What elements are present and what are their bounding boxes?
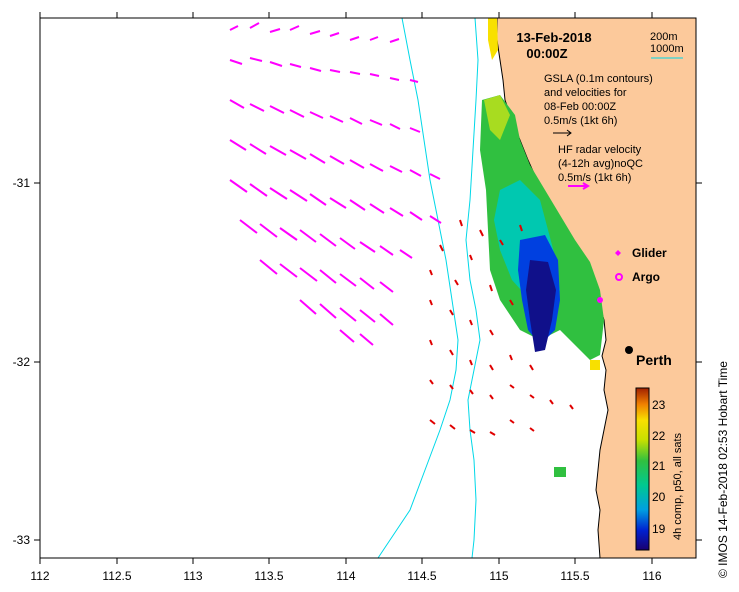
- colorbar-label: 4h comp, p50, all sats: [672, 432, 684, 540]
- x-tick-label: 115.5: [560, 569, 589, 583]
- legend-1000m: 1000m: [650, 43, 684, 55]
- legend-hf-arrow: [568, 182, 590, 190]
- x-tick-label: 112: [30, 569, 49, 583]
- sst-patch: [480, 18, 604, 477]
- x-axis: [39, 12, 653, 564]
- y-tick-label: -33: [13, 533, 31, 547]
- map-title-date: 13-Feb-2018: [516, 30, 591, 45]
- argo-icon: [615, 273, 623, 281]
- x-tick-label: 113: [183, 569, 202, 583]
- colorbar-ticks: 23 22 21 20 19: [652, 398, 666, 536]
- colorbar: [635, 387, 650, 551]
- legend-hf-1: HF radar velocity: [558, 144, 642, 156]
- legend-gsla-arrow: [553, 129, 572, 137]
- y-tick-labels: -31 -32 -33: [13, 176, 31, 547]
- legend-argo: Argo: [632, 270, 660, 284]
- x-tick-label: 112.5: [102, 569, 131, 583]
- colorbar-tick: 21: [652, 459, 666, 473]
- legend-gsla-3: 08-Feb 00:00Z: [544, 101, 616, 113]
- legend-glider: Glider: [632, 246, 667, 260]
- argo-marker: [597, 297, 603, 303]
- colorbar-tick: 22: [652, 429, 666, 443]
- legend-gsla-4: 0.5m/s (1kt 6h): [544, 115, 617, 127]
- x-tick-label: 116: [642, 569, 661, 583]
- x-tick-label: 115: [489, 569, 508, 583]
- legend-hf-2: (4-12h avg)noQC: [558, 158, 643, 170]
- plot-frame: [39, 17, 697, 559]
- x-tick-label: 113.5: [254, 569, 283, 583]
- map-title-time: 00:00Z: [526, 46, 567, 61]
- colorbar-tick: 23: [652, 398, 666, 412]
- city-label-perth: Perth: [636, 352, 672, 368]
- legend-gsla-2: and velocities for: [544, 87, 627, 99]
- colorbar-tick: 20: [652, 490, 666, 504]
- y-tick-label: -31: [13, 176, 31, 190]
- gsla-vectors: [429, 219, 574, 436]
- x-tick-labels: 112 112.5 113 113.5 114 114.5 115 115.5 …: [30, 569, 661, 583]
- x-tick-label: 114.5: [407, 569, 436, 583]
- contour-1000m: [377, 18, 459, 558]
- x-tick-label: 114: [336, 569, 355, 583]
- y-tick-label: -32: [13, 355, 31, 369]
- y-axis: [34, 182, 702, 541]
- contour-200m: [465, 18, 481, 558]
- hf-radar-vectors: [229, 22, 442, 346]
- perth-dot: [625, 346, 633, 354]
- legend-200m: 200m: [650, 31, 678, 43]
- glider-icon: [615, 250, 621, 256]
- credit-text: © IMOS 14-Feb-2018 02:53 Hobart Time: [716, 361, 730, 578]
- legend-gsla-1: GSLA (0.1m contours): [544, 73, 653, 85]
- legend-hf-3: 0.5m/s (1kt 6h): [558, 172, 631, 184]
- colorbar-tick: 19: [652, 522, 666, 536]
